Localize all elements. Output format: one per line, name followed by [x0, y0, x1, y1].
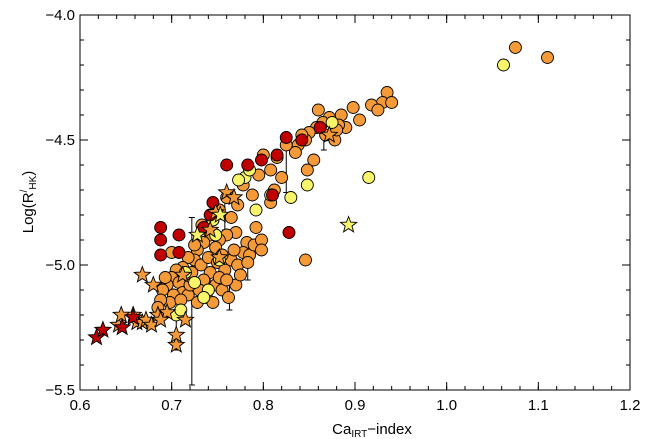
data-point-orange — [385, 96, 399, 109]
star-point-orange — [173, 265, 192, 283]
star-point-orange — [157, 302, 177, 321]
y-tick-label: −4.5 — [45, 132, 75, 149]
data-point-orange — [255, 243, 268, 257]
data-point-red — [154, 248, 168, 262]
plot-frame — [79, 14, 631, 391]
star-point-yellow — [210, 205, 230, 223]
x-tick-label: 0.8 — [253, 397, 274, 414]
star-point-orange — [217, 182, 236, 201]
data-point-yellow — [197, 291, 211, 304]
data-point-orange — [346, 101, 360, 114]
data-point-red — [172, 228, 186, 242]
axis-ticks: 0.6 0.7 0.8 0.9 1.0 1.1 1.2 −5.5 −5.0 −4.5 −4.0 — [45, 7, 640, 414]
star-point-orange — [151, 310, 170, 328]
data-point-orange — [275, 171, 289, 184]
star-point-orange — [176, 310, 195, 328]
data-point-red — [241, 158, 255, 172]
data-point-yellow — [325, 116, 339, 129]
star-point-orange — [320, 125, 339, 143]
x-tick-label: 0.9 — [345, 397, 366, 414]
star-point-orange — [166, 335, 186, 353]
data-point-yellow — [284, 191, 298, 204]
star-point-yellow — [188, 225, 207, 243]
data-point-orange — [222, 291, 235, 304]
data-point-orange — [300, 163, 314, 177]
data-point-orange — [233, 268, 247, 282]
data-point-orange — [249, 221, 263, 234]
data-point-yellow — [362, 171, 376, 184]
x-tick-label: 1.2 — [620, 397, 641, 414]
star-point-orange — [166, 325, 186, 343]
star-point-orange — [200, 220, 220, 238]
star-point-orange — [224, 187, 244, 206]
star-point-yellow — [339, 215, 358, 233]
x-tick-label: 0.6 — [70, 397, 91, 414]
data-point-orange — [241, 256, 255, 269]
data-point-orange — [307, 153, 321, 167]
data-point-red — [279, 131, 293, 144]
star-point-red — [93, 320, 113, 338]
data-point-yellow — [300, 178, 314, 192]
y-tick-label: −5.5 — [45, 382, 75, 399]
data-points — [87, 41, 554, 353]
star-point-red — [123, 307, 143, 326]
data-point-orange — [227, 243, 241, 257]
y-tick-label: −4.0 — [45, 7, 75, 24]
data-point-red — [295, 133, 309, 147]
data-point-red — [270, 148, 284, 162]
y-tick-label: −5.0 — [45, 257, 75, 274]
data-point-orange — [541, 51, 554, 64]
star-point-orange — [210, 247, 229, 266]
data-point-red — [313, 121, 327, 134]
data-point-yellow — [249, 203, 263, 217]
x-tick-label: 0.7 — [161, 397, 182, 414]
data-point-orange — [311, 103, 325, 117]
star-point-orange — [111, 305, 131, 323]
data-point-orange — [288, 146, 302, 159]
data-point-red — [266, 188, 279, 202]
star-point-orange — [133, 265, 152, 283]
data-point-orange — [353, 113, 367, 127]
data-point-yellow — [232, 173, 246, 187]
x-axis-title: CaIRT−index — [332, 421, 412, 439]
data-point-red — [255, 153, 268, 167]
data-point-orange — [220, 273, 234, 287]
data-point-red — [172, 246, 186, 259]
y-axis-title: Log(R/HK) — [19, 171, 39, 234]
data-point-red — [154, 221, 168, 234]
data-point-orange — [371, 103, 385, 117]
data-point-red — [282, 226, 296, 239]
data-point-orange — [264, 163, 278, 177]
star-point-red — [87, 327, 106, 346]
data-point-orange — [508, 41, 522, 54]
data-point-yellow — [188, 276, 202, 289]
data-point-red — [154, 233, 168, 247]
data-point-orange — [158, 271, 172, 284]
x-tick-label: 1.0 — [436, 397, 457, 414]
data-point-orange — [299, 253, 312, 267]
data-point-orange — [224, 211, 238, 224]
x-tick-label: 1.1 — [528, 397, 549, 414]
data-point-red — [220, 158, 234, 172]
data-point-yellow — [497, 58, 510, 72]
data-point-orange — [245, 188, 259, 202]
star-point-orange — [144, 275, 163, 293]
